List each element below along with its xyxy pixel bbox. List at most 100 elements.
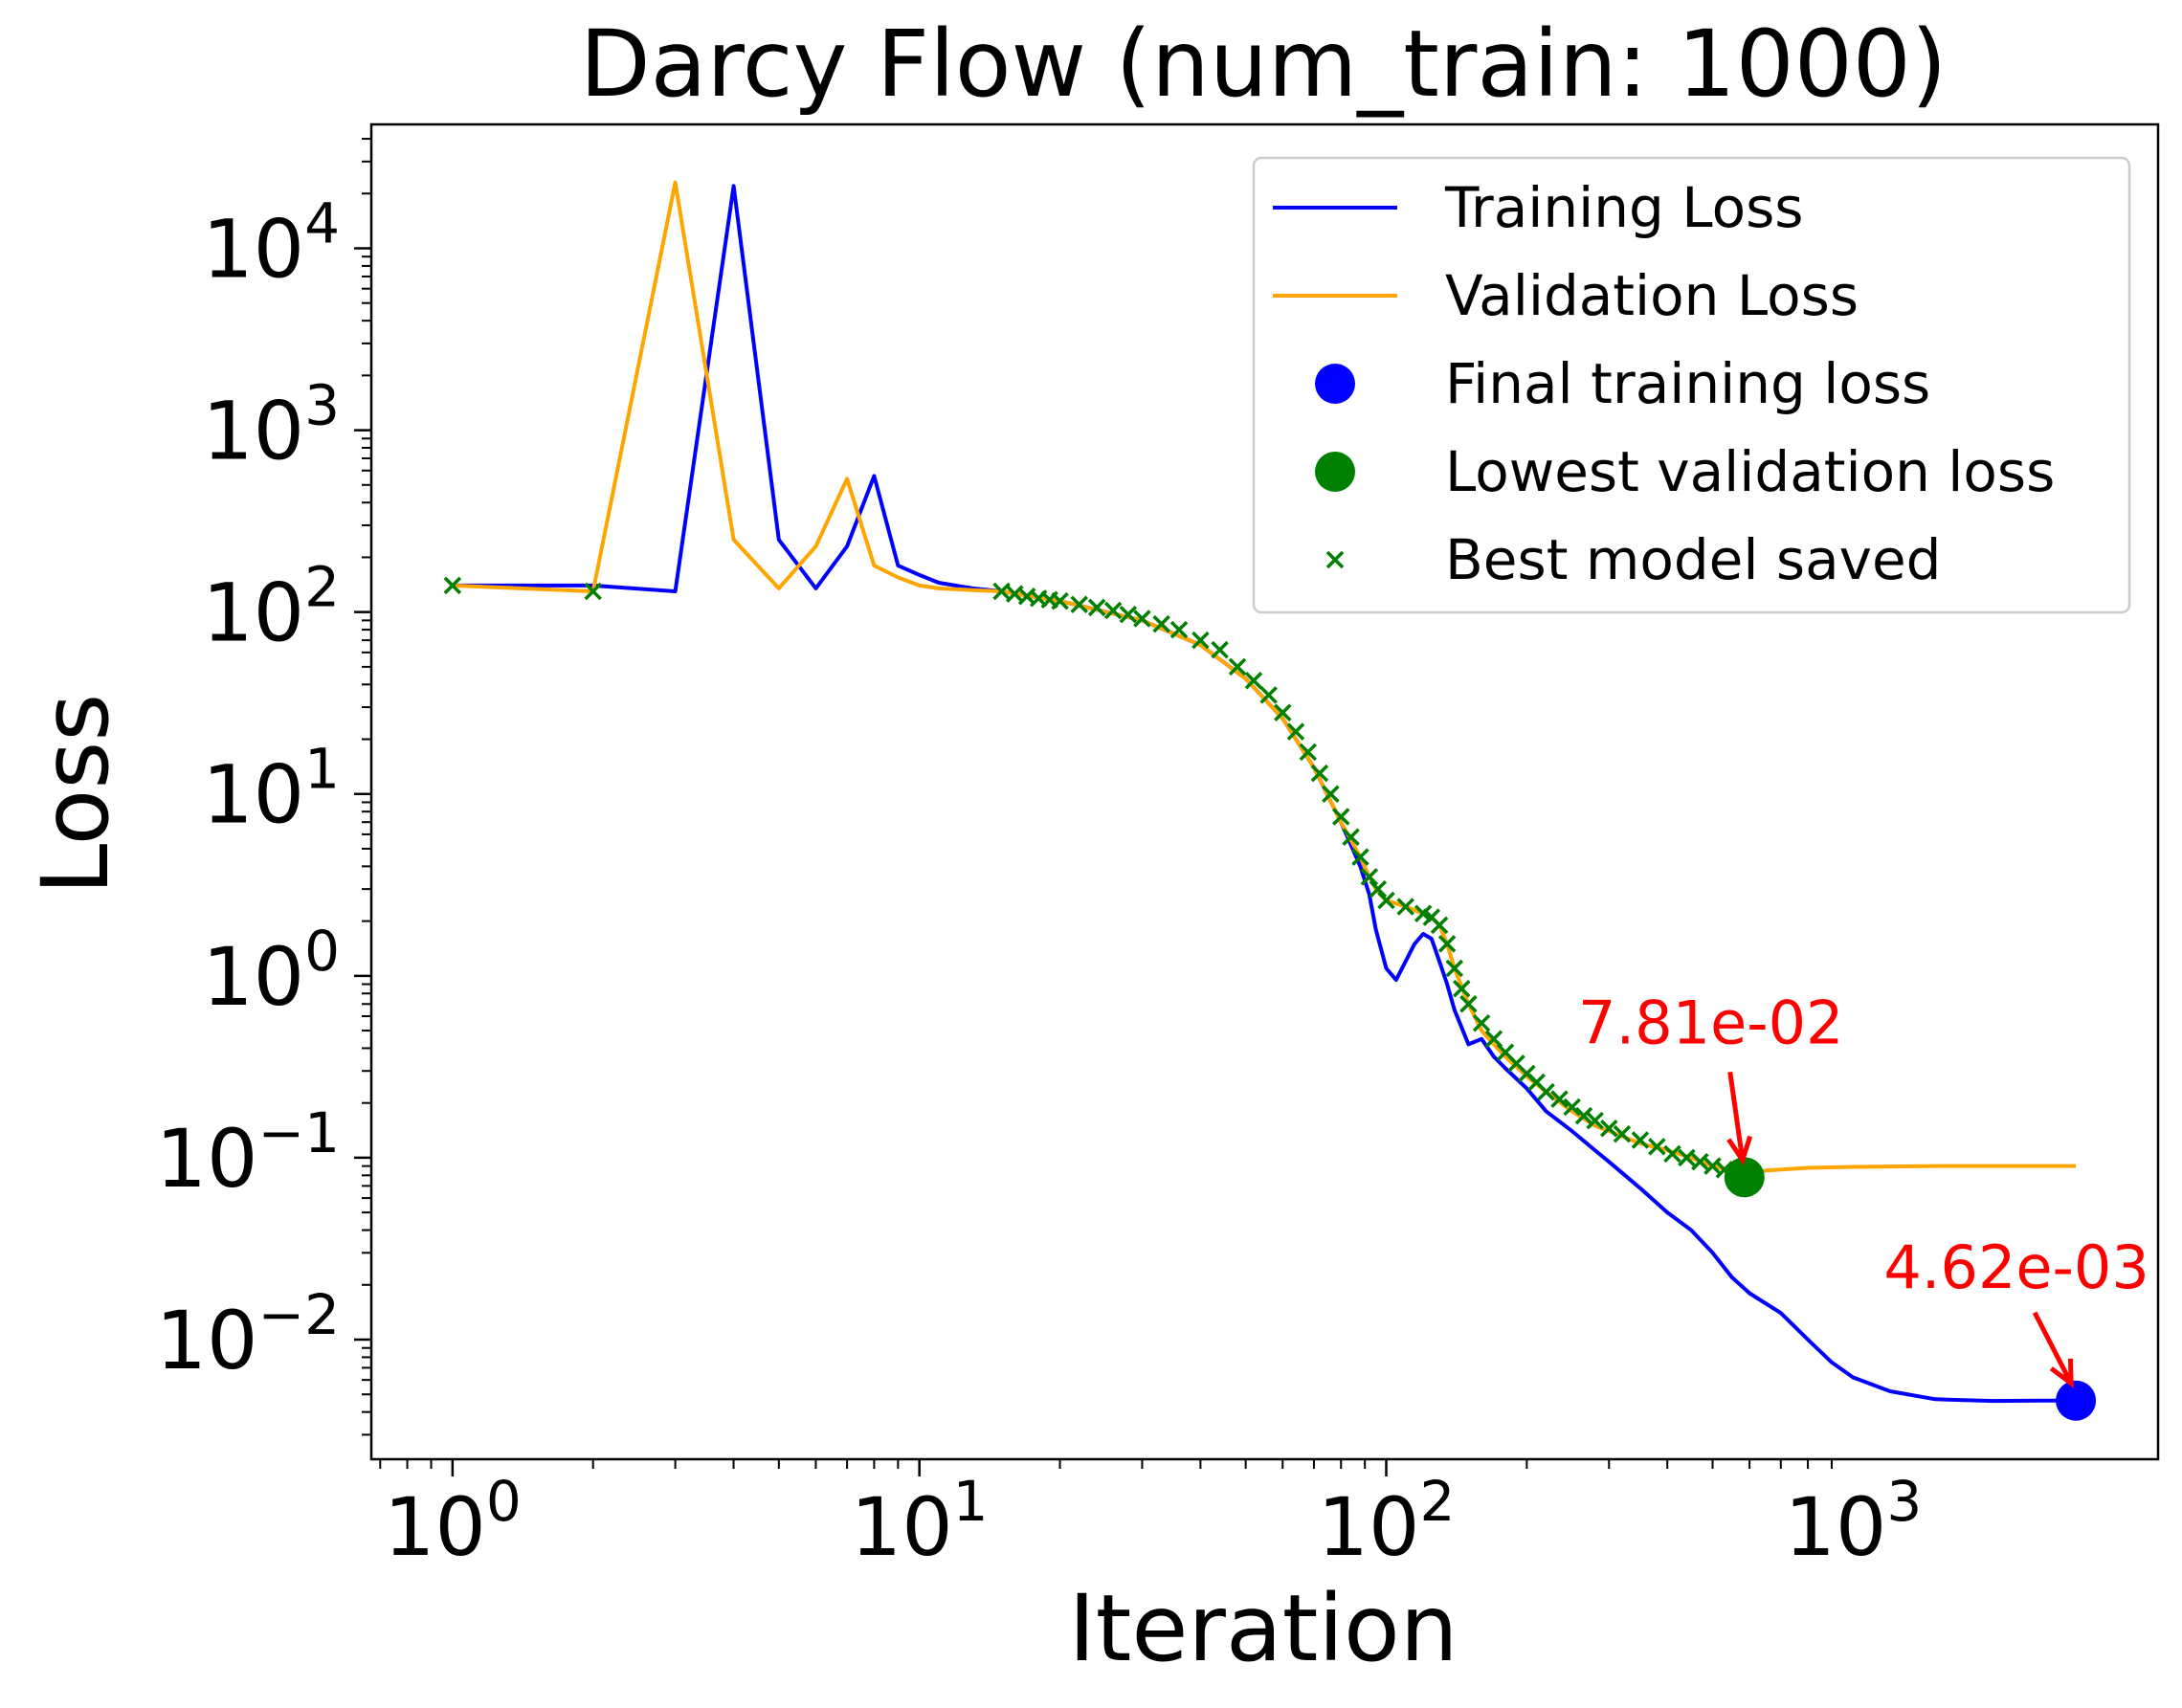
x-tick-label: 102 [1318,1469,1456,1574]
marker-stroke [1342,828,1360,846]
best-model-marker [1631,1131,1650,1149]
marker-stroke [443,576,462,595]
best-model-marker [1459,995,1478,1013]
best-model-marker [1360,868,1379,886]
marker-stroke [1360,868,1379,886]
marker-stroke [992,582,1011,601]
y-tick-label: 101 [202,737,340,842]
best-model-marker [1259,686,1278,704]
marker-stroke [1445,959,1464,978]
annotations: 4.62e-03 7.81e-02 [1578,987,2149,1388]
legend-item: Final training loss [1315,351,1930,416]
marker-stroke [1414,904,1433,922]
annotation-arrowhead [1726,1135,1753,1166]
legend-item: Best model saved [1325,527,1942,592]
marker-stroke [1691,1152,1709,1171]
best-model-marker [1396,898,1414,916]
marker-stroke [1586,1111,1604,1130]
marker-stroke [1550,1090,1569,1108]
final-training-loss-point [2056,1380,2097,1421]
plot-frame [369,122,2160,1461]
marker-stroke [1563,1098,1581,1117]
legend-label: Validation Loss [1445,263,1859,328]
best-model-marker [1331,808,1350,826]
best-model-marker [1563,1098,1581,1117]
best-model-marker [1299,743,1318,762]
best-model-marker [1286,722,1305,741]
marker-stroke [1351,848,1369,866]
best-model-marker [1613,1124,1632,1143]
marker-stroke [1496,1043,1515,1061]
marker-stroke [1484,1030,1503,1048]
y-axis: 10−2 10−1 100 101 102 103 104 [156,138,371,1436]
y-axis-label: Loss [22,694,129,896]
x-axis: 100 101 102 103 [379,1459,1922,1574]
marker-stroke [1518,1064,1536,1083]
best-model-marker [1703,1157,1722,1175]
marker-stroke [1191,631,1210,650]
marker-stroke [1051,591,1069,610]
marker-stroke [584,582,602,601]
plot-area [443,180,2097,1421]
best-model-marker [1310,764,1329,783]
best-model-marker [1648,1138,1666,1156]
marker-stroke [1087,598,1106,617]
marker-stroke [1228,657,1247,677]
best-model-marker [1342,828,1360,846]
marker-stroke [1648,1138,1666,1156]
best-model-marker [1663,1144,1681,1164]
best-model-marker [1322,785,1340,803]
marker-stroke [1472,1013,1491,1032]
marker-stroke [1459,995,1478,1013]
best-model-marker [1678,1148,1696,1167]
best-model-marker [992,582,1011,601]
marker-stroke [1537,1082,1555,1101]
marker-stroke [1103,601,1123,620]
marker-stroke [1152,614,1170,633]
lowest-validation-loss-point [1724,1157,1765,1198]
marker-stroke [1678,1148,1696,1167]
x-axis-label: Iteration [1068,1575,1458,1682]
marker-stroke [1377,891,1395,910]
legend-label: Lowest validation loss [1445,439,2055,504]
best-model-marker [1152,614,1170,633]
best-model-marker [1691,1152,1709,1171]
best-model-marker [1274,703,1292,721]
y-tick-label: 103 [202,373,340,478]
y-tick-label: 100 [202,919,340,1024]
series-line-training-loss [452,184,2077,1404]
legend-swatch [1315,364,1355,404]
best-model-marker [1087,598,1106,617]
marker-stroke [1613,1124,1632,1143]
legend-item: Training Loss [1273,175,1804,240]
legend-swatch [1315,452,1355,492]
annotation-arrowhead [2049,1358,2074,1388]
marker-stroke [1274,703,1292,721]
marker-stroke [1396,898,1414,916]
legend-label: Training Loss [1444,175,1804,240]
marker-stroke [1211,640,1229,659]
marker-stroke [1070,595,1088,614]
marker-stroke [1331,808,1350,826]
best-model-marker [1244,672,1263,690]
best-model-marker [1586,1111,1604,1130]
best-model-marker [1119,605,1138,624]
marker-stroke [1119,605,1138,624]
best-model-marker [1550,1090,1569,1108]
legend-label: Final training loss [1445,351,1930,416]
best-model-marker [1051,591,1069,610]
best-model-marker [1437,935,1457,953]
marker-stroke [1286,722,1305,741]
best-model-marker [1600,1120,1618,1138]
best-model-marker [584,582,602,601]
marker-stroke [1574,1106,1593,1125]
y-tick-label: 10−1 [156,1100,340,1206]
best-model-marker [1452,980,1471,998]
best-model-marker [1472,1013,1491,1032]
best-model-marker [1445,959,1464,978]
marker-stroke [1703,1157,1722,1175]
best-model-marker [1191,631,1210,650]
best-model-marker [1369,879,1388,898]
marker-stroke [1133,610,1151,628]
